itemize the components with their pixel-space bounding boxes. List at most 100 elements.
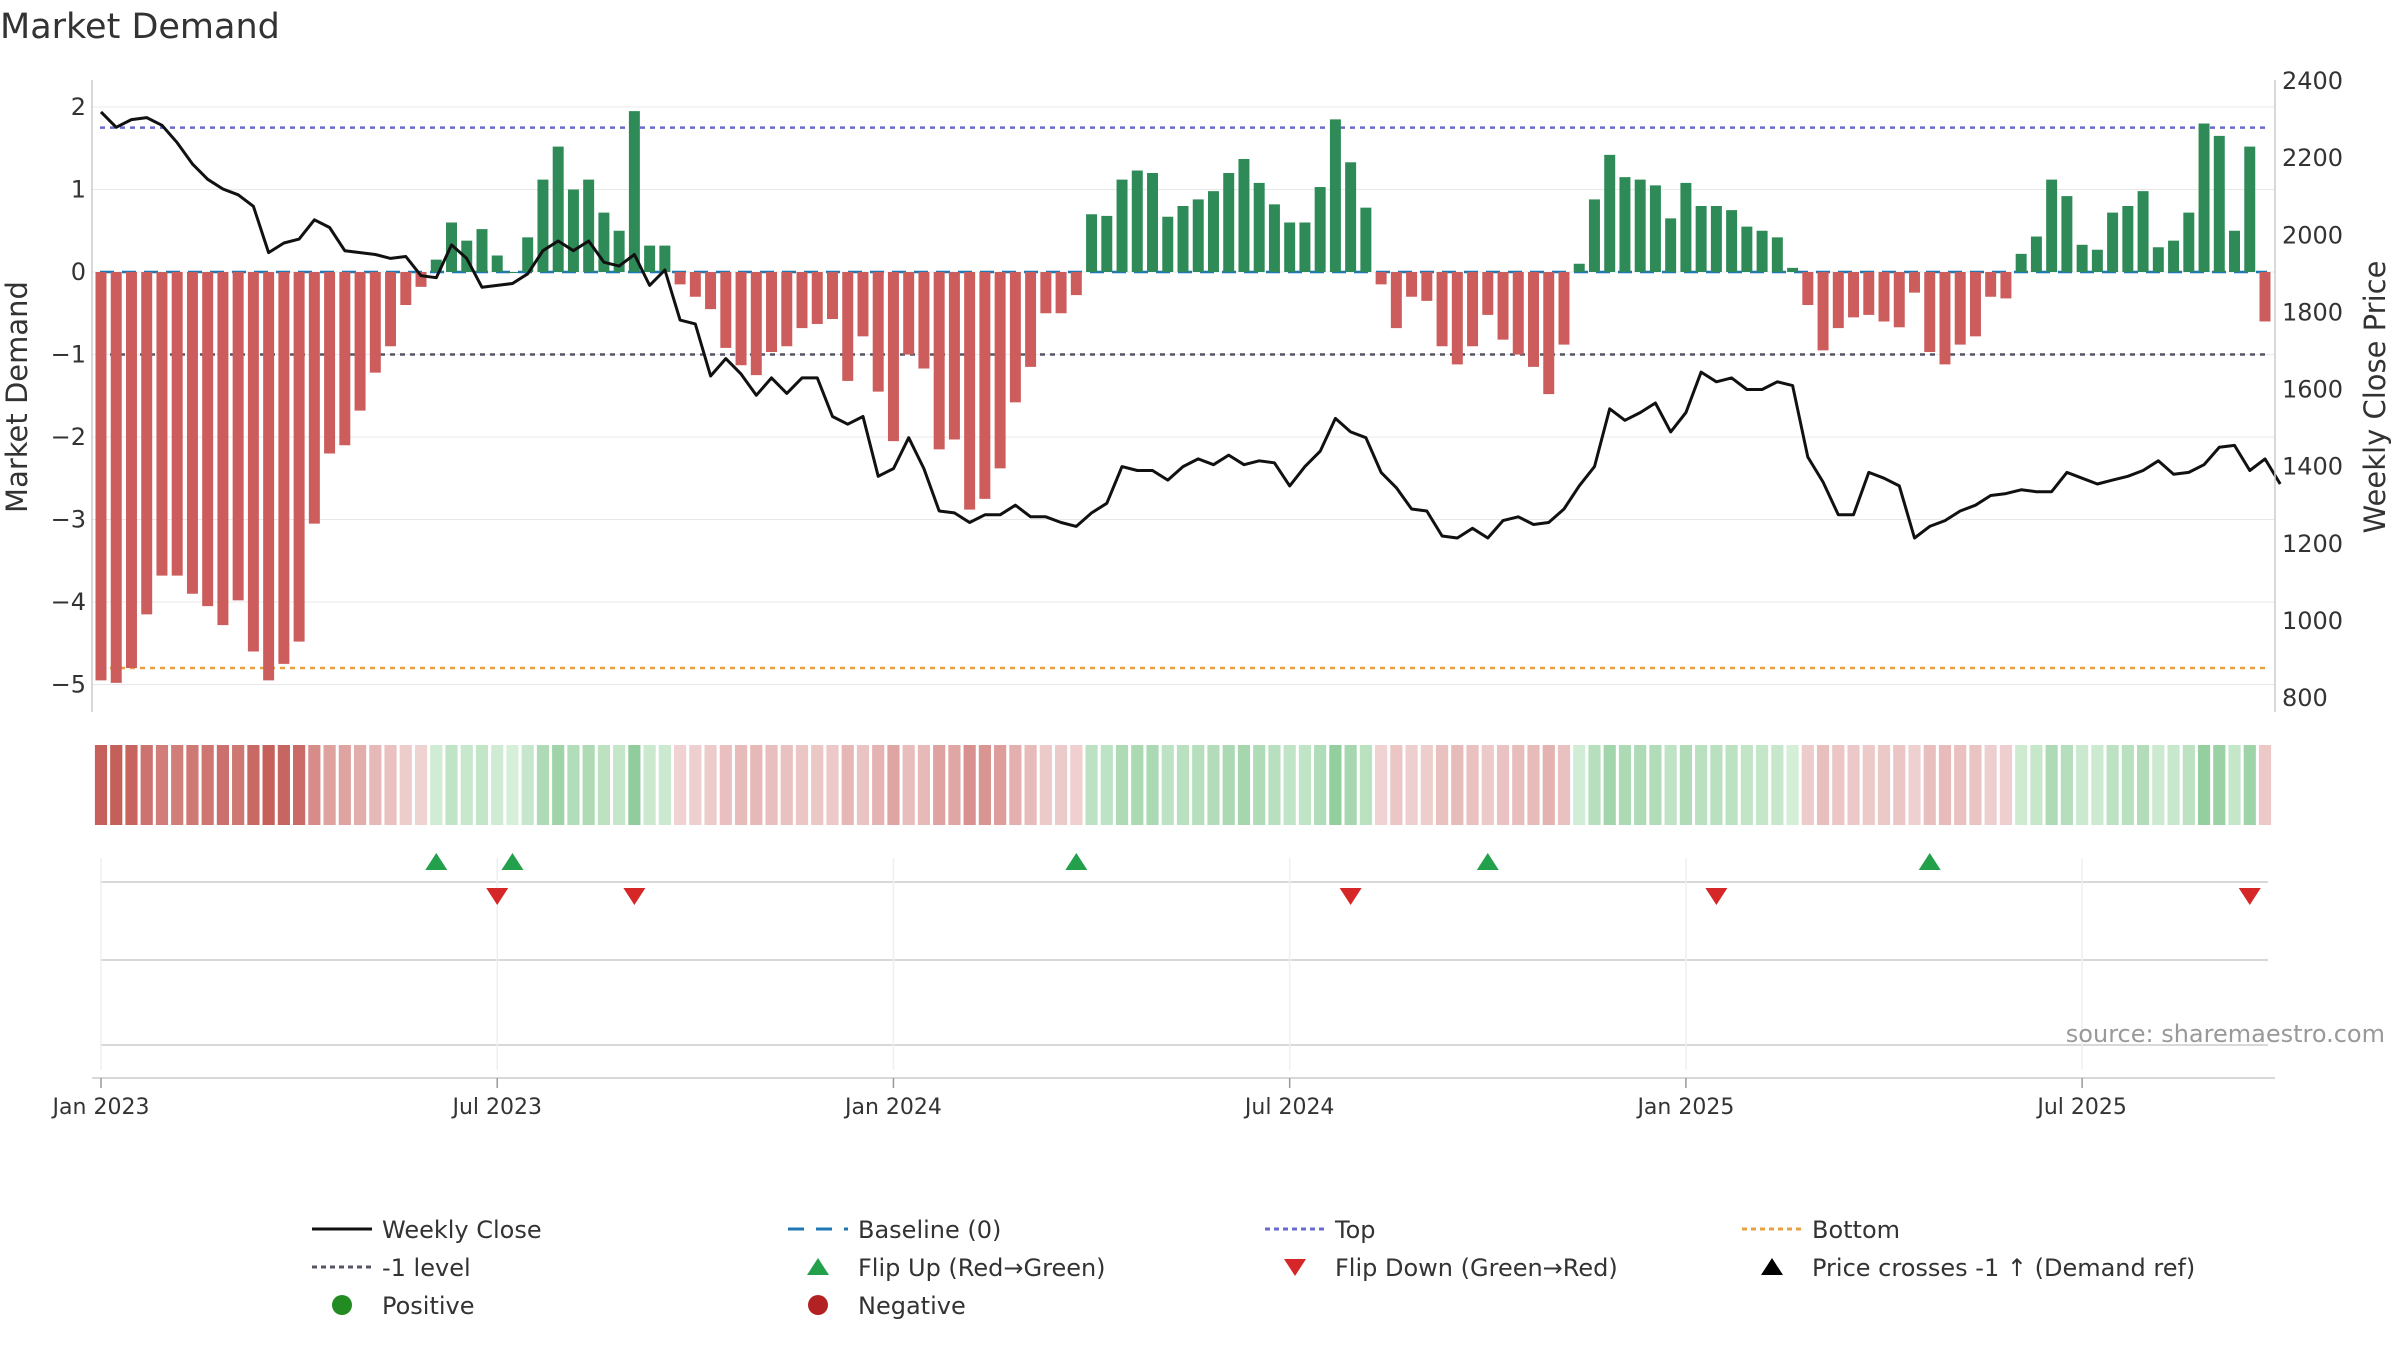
- demand-bar: [842, 272, 854, 381]
- legend-label: Top: [1334, 1216, 1376, 1244]
- regime-cell: [536, 745, 550, 825]
- regime-cell: [186, 745, 199, 825]
- demand-bar: [2168, 240, 2180, 272]
- demand-bar: [1848, 272, 1860, 318]
- y-right-tick-label: 800: [2282, 684, 2328, 712]
- regime-cell: [811, 745, 824, 825]
- demand-bar: [705, 272, 717, 310]
- demand-bar: [1924, 272, 1936, 353]
- demand-bar: [369, 272, 381, 373]
- demand-bar: [811, 272, 823, 324]
- demand-bar: [720, 272, 732, 348]
- demand-bar: [674, 272, 686, 285]
- demand-bar: [1878, 272, 1890, 322]
- y-left-tick-label: −3: [51, 506, 86, 534]
- legend-label: Weekly Close: [382, 1216, 542, 1244]
- regime-cell: [2076, 745, 2089, 825]
- regime-cell: [597, 745, 610, 825]
- demand-bar: [1497, 272, 1509, 340]
- regime-cell: [201, 745, 214, 825]
- demand-bar: [1147, 173, 1159, 272]
- demand-bar: [1329, 119, 1341, 272]
- regime-cell: [1207, 745, 1220, 825]
- y-left-tick-label: 2: [71, 93, 86, 121]
- legend-label: Positive: [382, 1292, 475, 1320]
- regime-cell: [2030, 745, 2043, 825]
- regime-cell: [430, 745, 443, 825]
- regime-cell: [247, 745, 260, 825]
- regime-cell: [734, 745, 748, 825]
- y-right-axis-label: Weekly Close Price: [2358, 261, 2392, 534]
- regime-cell: [506, 745, 519, 825]
- x-tick-label: Jan 2023: [51, 1095, 150, 1120]
- demand-bar: [1528, 272, 1539, 367]
- regime-cell: [750, 745, 763, 825]
- regime-cell: [1771, 745, 1784, 825]
- demand-bar: [1588, 199, 1600, 272]
- demand-bar: [1909, 272, 1920, 293]
- demand-bar: [857, 272, 869, 337]
- regime-cell: [1938, 745, 1952, 825]
- regime-cell: [491, 745, 504, 825]
- y-left-tick-label: 0: [71, 258, 86, 286]
- weekly-close-line: [99, 110, 2282, 540]
- demand-bar: [1863, 272, 1875, 315]
- flip-up-marker: [501, 853, 524, 870]
- regime-cell: [2106, 745, 2119, 825]
- regime-cell: [1664, 745, 1677, 825]
- price-line-group: [99, 110, 2282, 540]
- regime-cell: [1451, 745, 1464, 825]
- regime-cell: [856, 745, 870, 825]
- legend-label: -1 level: [382, 1254, 471, 1282]
- regime-cell: [1816, 745, 1830, 825]
- regime-cell: [1192, 745, 1205, 825]
- demand-bar: [1207, 191, 1219, 272]
- regime-cell: [1100, 745, 1113, 825]
- demand-bar: [750, 272, 762, 376]
- demand-bar: [339, 272, 351, 446]
- demand-bar: [2061, 196, 2073, 272]
- demand-bar: [1025, 272, 1037, 367]
- regime-cell: [1283, 745, 1296, 825]
- demand-bar: [1665, 218, 1677, 272]
- flip-up-marker: [1476, 853, 1499, 870]
- regime-cell: [2121, 745, 2134, 825]
- flip-up-marker: [1065, 853, 1088, 870]
- demand-bar: [1954, 272, 1966, 345]
- regime-cell: [2243, 745, 2256, 825]
- regime-cell: [1420, 745, 1433, 825]
- demand-bar: [2000, 272, 2012, 299]
- regime-cell: [826, 745, 839, 825]
- regime-cell: [1740, 745, 1753, 825]
- demand-bar: [461, 240, 473, 272]
- demand-bar: [2091, 249, 2103, 272]
- demand-bar: [247, 272, 259, 652]
- demand-bar: [1223, 173, 1235, 272]
- demand-bar: [1467, 272, 1479, 347]
- regime-cell: [521, 745, 534, 825]
- regime-cell: [1877, 745, 1891, 825]
- regime-cell: [1329, 745, 1342, 825]
- demand-bar: [644, 245, 656, 272]
- regime-cell: [1618, 745, 1632, 825]
- demand-bar: [232, 272, 244, 601]
- regime-cell: [1999, 745, 2013, 825]
- regime-cell: [1725, 745, 1738, 825]
- chart-title: Market Demand: [0, 7, 280, 47]
- demand-bar: [217, 272, 229, 626]
- regime-cell: [140, 745, 153, 825]
- regime-cell: [1131, 745, 1144, 825]
- regime-cell: [1481, 745, 1494, 825]
- demand-bar: [1116, 179, 1128, 272]
- demand-bar: [1604, 154, 1616, 272]
- demand-bar: [430, 259, 442, 272]
- demand-bar: [263, 272, 275, 681]
- demand-bar: [1726, 210, 1738, 272]
- regime-cell: [110, 745, 123, 825]
- regime-cell: [1786, 745, 1799, 825]
- regime-cell: [1679, 745, 1692, 825]
- demand-bar: [1070, 272, 1082, 296]
- regime-cell: [1588, 745, 1601, 825]
- demand-bar: [125, 272, 137, 668]
- regime-cell: [552, 745, 565, 825]
